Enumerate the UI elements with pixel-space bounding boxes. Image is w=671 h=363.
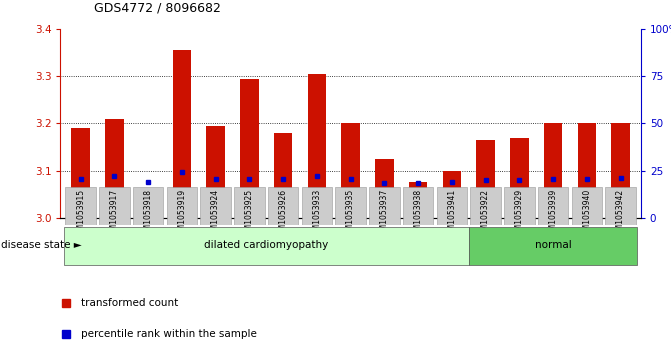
FancyBboxPatch shape: [268, 187, 299, 225]
FancyBboxPatch shape: [302, 187, 332, 225]
Text: GSM1053939: GSM1053939: [549, 189, 558, 240]
Bar: [172, 50, 191, 218]
Text: GSM1053935: GSM1053935: [346, 189, 355, 240]
Bar: [71, 128, 90, 218]
Bar: [409, 182, 427, 218]
Bar: [207, 126, 225, 218]
FancyBboxPatch shape: [369, 187, 399, 225]
Bar: [611, 123, 630, 218]
Bar: [240, 78, 258, 218]
FancyBboxPatch shape: [605, 187, 635, 225]
FancyBboxPatch shape: [66, 187, 96, 225]
Bar: [307, 74, 326, 218]
FancyBboxPatch shape: [133, 187, 163, 225]
Text: GSM1053925: GSM1053925: [245, 189, 254, 240]
FancyBboxPatch shape: [234, 187, 264, 225]
FancyBboxPatch shape: [99, 187, 130, 225]
Text: GSM1053926: GSM1053926: [278, 189, 288, 240]
Text: GSM1053917: GSM1053917: [110, 189, 119, 240]
FancyBboxPatch shape: [572, 187, 602, 225]
Bar: [274, 133, 293, 218]
Text: normal: normal: [535, 240, 572, 250]
Text: GSM1053922: GSM1053922: [481, 189, 490, 240]
Text: GSM1053929: GSM1053929: [515, 189, 524, 240]
FancyBboxPatch shape: [166, 187, 197, 225]
Bar: [443, 171, 461, 218]
Bar: [375, 159, 394, 218]
Text: GSM1053941: GSM1053941: [448, 189, 456, 240]
Bar: [342, 123, 360, 218]
Bar: [476, 140, 495, 218]
Text: GSM1053933: GSM1053933: [313, 189, 321, 240]
Bar: [578, 123, 596, 218]
Text: GSM1053918: GSM1053918: [144, 189, 152, 240]
Text: GSM1053938: GSM1053938: [413, 189, 423, 240]
FancyBboxPatch shape: [403, 187, 433, 225]
Text: GSM1053940: GSM1053940: [582, 189, 591, 240]
Bar: [544, 123, 562, 218]
FancyBboxPatch shape: [504, 187, 535, 225]
Text: GDS4772 / 8096682: GDS4772 / 8096682: [94, 1, 221, 15]
Bar: [139, 194, 158, 218]
FancyBboxPatch shape: [201, 187, 231, 225]
Text: GSM1053915: GSM1053915: [76, 189, 85, 240]
Text: disease state ►: disease state ►: [1, 240, 81, 250]
FancyBboxPatch shape: [470, 187, 501, 225]
Bar: [105, 119, 123, 218]
FancyBboxPatch shape: [336, 187, 366, 225]
FancyBboxPatch shape: [64, 227, 469, 265]
Text: GSM1053919: GSM1053919: [177, 189, 187, 240]
FancyBboxPatch shape: [538, 187, 568, 225]
Text: GSM1053937: GSM1053937: [380, 189, 389, 240]
FancyBboxPatch shape: [469, 227, 637, 265]
FancyBboxPatch shape: [437, 187, 467, 225]
Text: GSM1053942: GSM1053942: [616, 189, 625, 240]
Text: transformed count: transformed count: [81, 298, 178, 308]
Text: percentile rank within the sample: percentile rank within the sample: [81, 329, 256, 339]
Text: GSM1053924: GSM1053924: [211, 189, 220, 240]
Bar: [510, 138, 529, 218]
Text: dilated cardiomyopathy: dilated cardiomyopathy: [204, 240, 328, 250]
